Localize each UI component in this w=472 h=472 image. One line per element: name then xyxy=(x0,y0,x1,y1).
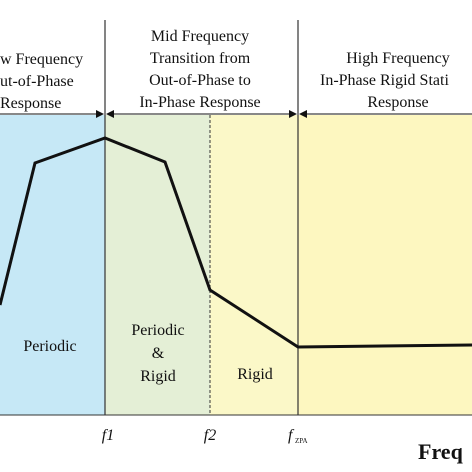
tick-label: f1 xyxy=(102,427,114,444)
header-text: Transition from xyxy=(150,50,251,67)
high-region xyxy=(298,115,472,415)
header-text: Mid Frequency xyxy=(151,28,249,45)
region-label: Rigid xyxy=(237,366,273,383)
tick-label: f2 xyxy=(204,427,216,444)
rigid-region xyxy=(210,115,298,415)
region-label: & xyxy=(152,345,165,362)
region-label: Periodic xyxy=(131,322,184,339)
header-text: Out-of-Phase to xyxy=(149,72,251,89)
response-curve xyxy=(0,136,472,349)
header-text: In-Phase Rigid Stati xyxy=(320,72,449,89)
region-label: Rigid xyxy=(140,368,176,385)
axis-label: Freq xyxy=(418,439,464,464)
header-text: w Frequency xyxy=(0,51,83,68)
header-text: Response xyxy=(367,94,428,111)
region-label: Periodic xyxy=(23,338,76,355)
header-text: In-Phase Response xyxy=(139,94,260,111)
header-text: ut-of-Phase xyxy=(0,73,74,90)
header-text: High Frequency xyxy=(346,50,450,67)
low-region xyxy=(0,115,105,415)
tick-label: f xyxy=(288,427,295,444)
tick-label-sub: ZPA xyxy=(295,437,308,445)
mid-region xyxy=(105,115,210,415)
header-text: Response xyxy=(0,95,61,112)
